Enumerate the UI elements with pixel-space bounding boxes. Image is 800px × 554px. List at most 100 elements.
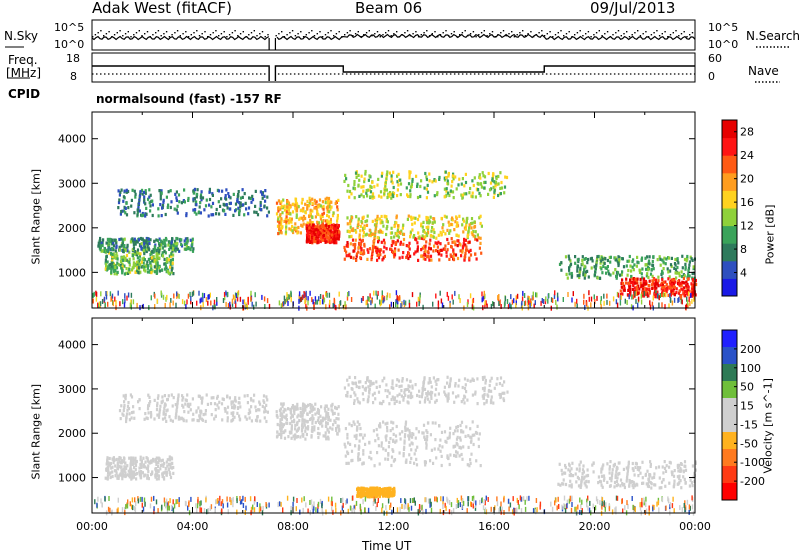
range-cell — [429, 459, 432, 463]
range-cell — [409, 195, 412, 199]
ground-scatter-cell — [225, 290, 227, 296]
range-cell — [169, 475, 173, 480]
range-cell — [163, 242, 166, 246]
range-cell — [575, 480, 578, 484]
range-cell — [469, 186, 472, 191]
range-cell — [676, 475, 679, 479]
range-cell — [168, 455, 171, 459]
ground-scatter-cell — [344, 301, 346, 307]
range-cell — [376, 253, 379, 257]
range-cell — [654, 280, 657, 284]
range-cell — [424, 399, 427, 403]
range-cell — [290, 413, 293, 417]
range-cell — [114, 469, 117, 473]
range-cell — [172, 245, 175, 249]
range-cell — [449, 426, 452, 430]
range-cell — [153, 249, 156, 253]
noise-search-point — [508, 33, 510, 35]
range-cell — [301, 419, 304, 423]
range-cell — [360, 491, 363, 495]
ground-scatter-cell — [693, 296, 695, 302]
range-cell — [295, 209, 299, 213]
range-cell — [329, 418, 332, 422]
ground-scatter-cell — [510, 294, 512, 300]
range-cell — [226, 416, 229, 420]
range-cell — [452, 177, 455, 181]
range-cell — [215, 207, 218, 212]
range-cell — [159, 194, 162, 198]
range-cell — [103, 246, 106, 251]
range-cell — [471, 195, 474, 199]
noise-search-point — [426, 30, 428, 32]
ground-scatter-cell — [333, 302, 335, 308]
range-cell — [129, 464, 132, 468]
range-cell — [130, 477, 133, 481]
range-cell — [642, 286, 645, 290]
range-cell — [280, 231, 283, 235]
ground-scatter-cell — [213, 299, 216, 305]
ground-scatter-cell — [124, 298, 126, 304]
range-cell — [287, 211, 290, 216]
range-cell — [187, 196, 190, 201]
range-cell — [476, 424, 479, 428]
range-cell — [629, 289, 632, 294]
range-cell — [118, 245, 121, 249]
range-cell — [163, 257, 166, 261]
range-cell — [457, 239, 460, 243]
ground-scatter-cell — [165, 296, 167, 302]
range-cell — [454, 382, 457, 386]
ground-scatter-cell — [227, 303, 230, 309]
range-cell — [336, 216, 339, 220]
ground-scatter-cell — [136, 302, 138, 308]
range-cell — [439, 438, 442, 442]
range-cell — [121, 263, 124, 267]
noise-search-point — [294, 35, 297, 37]
noise-search-point — [631, 34, 633, 36]
range-cell — [420, 248, 423, 252]
range-cell — [298, 217, 301, 221]
ground-scatter-cell — [652, 295, 654, 301]
ground-scatter-cell — [236, 296, 239, 302]
range-cell — [459, 436, 462, 440]
range-cell — [432, 249, 435, 253]
range-cell — [438, 249, 441, 254]
ground-scatter-cell — [283, 295, 286, 301]
range-cell — [632, 268, 635, 272]
range-cell — [199, 211, 202, 215]
y-tick-label: 3000 — [58, 177, 86, 190]
range-cell — [466, 233, 469, 237]
range-cell — [443, 178, 447, 182]
range-cell — [568, 257, 571, 261]
range-cell — [390, 236, 393, 240]
range-cell — [247, 412, 250, 416]
range-cell — [287, 208, 290, 212]
nsky-tick-top: 10^5 — [54, 21, 85, 34]
ground-scatter-cell — [484, 300, 486, 306]
range-cell — [120, 459, 124, 463]
range-cell — [263, 410, 266, 414]
range-cell — [436, 193, 439, 197]
range-cell — [301, 224, 304, 228]
range-cell — [230, 402, 233, 406]
range-cell — [148, 395, 151, 399]
noise-search-point — [261, 31, 264, 33]
range-cell — [402, 223, 405, 227]
ground-scatter-cell — [208, 294, 210, 300]
ground-scatter-cell — [117, 290, 119, 296]
range-cell — [136, 265, 139, 270]
range-cell — [134, 456, 137, 460]
range-cell — [106, 267, 109, 271]
ground-scatter-cell — [309, 290, 311, 296]
range-cell — [417, 430, 420, 434]
range-cell — [300, 223, 303, 227]
range-cell — [408, 453, 411, 457]
range-cell — [357, 183, 360, 187]
ground-scatter-cell — [231, 301, 234, 307]
range-cell — [463, 192, 466, 196]
range-cell — [319, 234, 322, 238]
range-cell — [355, 428, 359, 432]
range-cell — [382, 492, 385, 496]
ground-scatter-cell — [368, 297, 370, 302]
range-cell — [124, 473, 127, 477]
range-cell — [314, 240, 317, 244]
